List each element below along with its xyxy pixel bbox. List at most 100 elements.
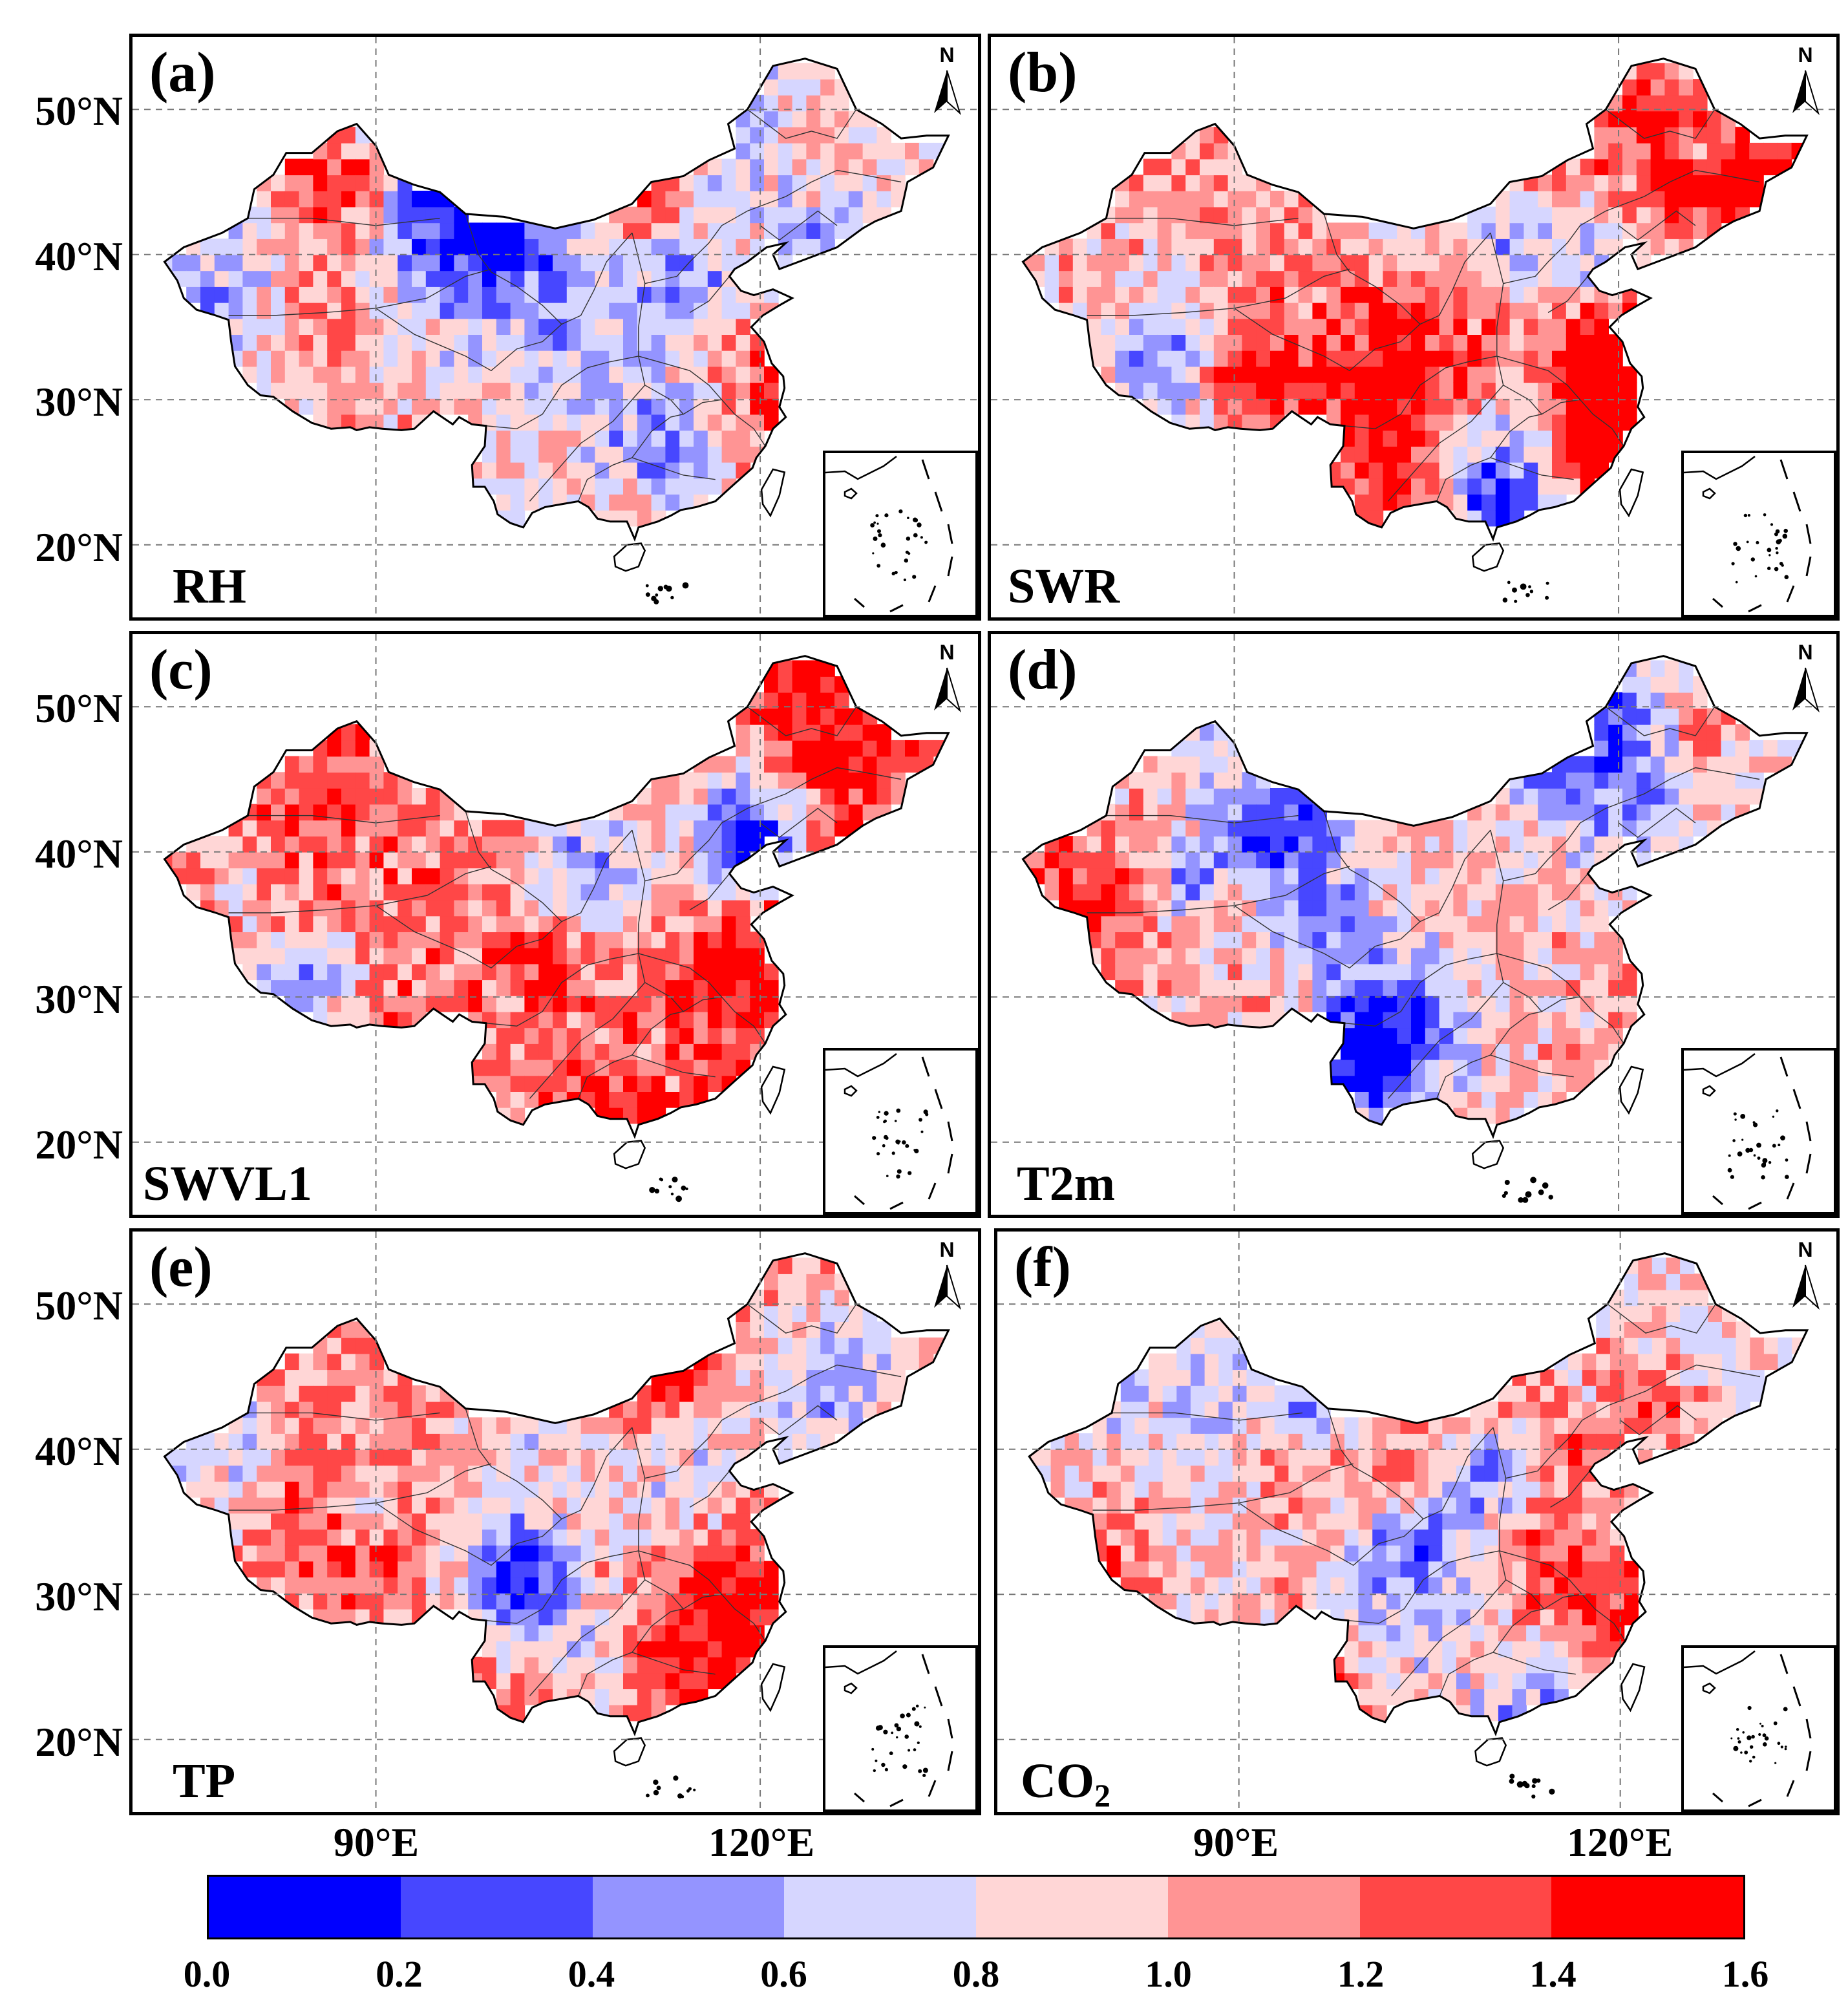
province-boundary [485,356,639,429]
inset-island [1768,554,1771,557]
inset-island [1785,1745,1787,1748]
inset-island [1727,1168,1732,1173]
island-dot [660,1178,664,1182]
inset-island [1730,1175,1734,1179]
boundary-dash [889,1798,904,1808]
island-dot [1538,1189,1544,1195]
island-dot [685,1187,688,1191]
inset-island [1746,540,1749,544]
province-boundary [638,953,766,1044]
island-dot [645,592,650,597]
island-dot [673,1775,679,1781]
inset-island [919,1118,922,1122]
colorbar [207,1875,1745,1939]
province-boundary [747,109,857,139]
south-china-sea-inset [823,451,978,617]
country-outline [163,58,950,542]
value-field [1023,63,1807,527]
inset-island [896,1108,901,1113]
province-boundary [1505,1364,1761,1479]
inset-island [917,522,922,528]
inset-island [1761,1725,1764,1727]
inset-island [1785,1175,1789,1179]
island-dot [1549,1788,1555,1795]
colorbar-segment [976,1877,1168,1937]
variable-label: SWVL1 [143,1159,312,1214]
inset-island [1747,514,1750,517]
boundary-dash [947,1153,953,1174]
inset-island [906,537,911,541]
map-panel-c: (c) SWVL1 N [129,631,981,1218]
island-dot [1507,581,1511,584]
island-dot [1528,585,1531,589]
inset-island [1731,562,1735,566]
province-boundary [465,811,633,923]
island-dot [1525,593,1530,597]
taiwan-outline [1619,1065,1644,1115]
north-arrow-icon [934,70,961,116]
boundary-dash [1805,1121,1812,1142]
variable-name: SWR [1008,559,1120,614]
inset-island [878,1111,880,1113]
lat-label-20: 20°N [35,1719,123,1765]
inset-island [1758,1733,1761,1736]
hainan-outline [613,1737,646,1767]
province-boundary [1344,953,1497,1027]
inset-island [1750,1745,1754,1749]
inset-island [1784,1747,1787,1751]
inset-island [1756,540,1759,544]
island-dot [670,595,674,600]
boundary-dash [854,597,865,608]
inset-islands [825,456,953,613]
inset-island [915,1704,919,1708]
inset-island [919,1725,922,1728]
province-boundary [376,905,562,969]
inset-island [1772,1144,1776,1148]
inset-island [1783,1707,1788,1712]
boundary-dash [921,459,930,480]
island-dot [1548,1195,1553,1200]
inset-island [908,1749,911,1752]
inset-island [922,1773,926,1777]
boundary-dash [1805,1751,1812,1771]
inset-island [1737,1737,1740,1740]
inset-coastline [1684,1053,1756,1097]
inset-island [1734,1118,1737,1121]
island-dot [1509,1778,1514,1784]
inset-island [1750,557,1755,562]
boundary-dash [1712,1792,1723,1803]
boundary-dash [928,585,937,603]
inset-island [1751,1734,1755,1739]
boundary-dash [1792,1089,1801,1109]
province-boundary [1436,457,1574,502]
lat-label-40: 40°N [35,831,123,877]
inset-island [1752,1755,1756,1759]
province-boundary [248,815,440,824]
inset-island [884,1767,888,1771]
variable-name: T2m [1017,1157,1115,1211]
boundary-dash [947,1121,953,1142]
boundary-dash [1748,1798,1762,1808]
inset-island [924,540,928,544]
inset-island [900,1713,905,1719]
inset-island [1761,1175,1765,1180]
inset-island [1783,528,1788,533]
inset-island [870,523,875,528]
inset-island [1749,1760,1752,1763]
inset-island [871,1747,875,1751]
lat-label-20: 20°N [35,524,123,570]
boundary-dash [1786,1780,1795,1797]
inset-island [1741,1138,1744,1141]
south-china-sea-inset [823,1048,978,1215]
province-boundary [644,169,902,284]
colorbar-segment [209,1877,401,1937]
province-boundary [759,1405,838,1436]
boundary-dash [1805,524,1812,544]
value-field [164,1257,948,1722]
inset-island [873,536,878,541]
inset-island [1776,551,1779,555]
province-boundary [1490,1011,1542,1056]
map-canvas [133,1232,978,1812]
variable-name: RH [173,559,246,614]
inset-island [898,509,903,514]
